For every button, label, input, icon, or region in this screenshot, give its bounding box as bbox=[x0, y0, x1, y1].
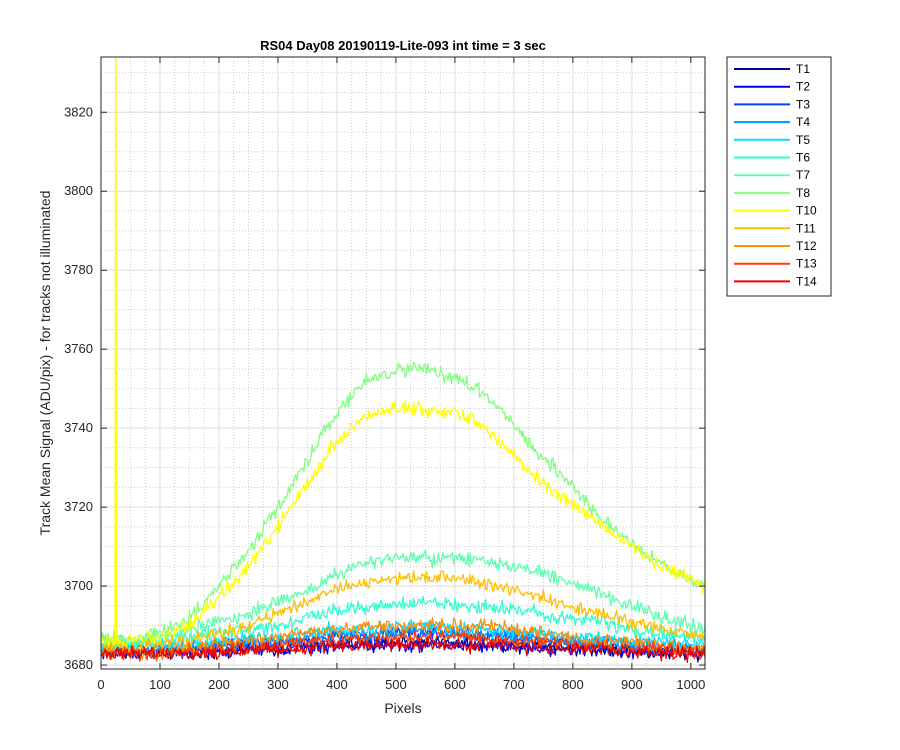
y-tick-label: 3720 bbox=[64, 499, 93, 514]
plot-area bbox=[101, 57, 705, 669]
legend-label-t4: T4 bbox=[796, 115, 810, 129]
y-tick-label: 3820 bbox=[64, 104, 93, 119]
legend-label-t11: T11 bbox=[796, 221, 816, 235]
legend-label-t7: T7 bbox=[796, 168, 810, 182]
legend-label-t12: T12 bbox=[796, 239, 817, 253]
x-tick-label: 700 bbox=[503, 677, 525, 692]
x-tick-label: 300 bbox=[267, 677, 289, 692]
legend: T1 T2 T3 T4 T5 T6 T7 T8 T10 T11 T12 T13 T14 bbox=[726, 56, 832, 297]
grid-lines bbox=[101, 57, 705, 669]
x-tick-label: 200 bbox=[208, 677, 230, 692]
y-tick-label: 3780 bbox=[64, 262, 93, 277]
x-tick-label: 900 bbox=[621, 677, 643, 692]
y-tick-label: 3800 bbox=[64, 183, 93, 198]
series-line-t8 bbox=[101, 361, 705, 648]
x-tick-label: 0 bbox=[97, 677, 104, 692]
series-lines bbox=[101, 57, 705, 663]
legend-label-t13: T13 bbox=[796, 257, 817, 271]
axis-ticks bbox=[100, 57, 705, 669]
series-line-t14 bbox=[101, 637, 705, 663]
series-line-t10 bbox=[101, 400, 705, 651]
y-tick-label: 3700 bbox=[64, 578, 93, 593]
series-line-t7 bbox=[101, 549, 705, 650]
legend-label-t2: T2 bbox=[796, 80, 810, 94]
legend-label-t10: T10 bbox=[796, 204, 817, 218]
x-tick-label: 400 bbox=[326, 677, 348, 692]
y-tick-label: 3740 bbox=[64, 420, 93, 435]
x-tick-label: 600 bbox=[444, 677, 466, 692]
plot-frame bbox=[100, 56, 706, 670]
y-tick-label: 3760 bbox=[64, 341, 93, 356]
x-tick-label: 100 bbox=[149, 677, 171, 692]
x-tick-labels: 0 100 200 300 400 500 600 700 800 900 1000 bbox=[97, 677, 705, 692]
series-line-t6 bbox=[101, 595, 705, 656]
legend-label-t1: T1 bbox=[796, 62, 810, 76]
legend-label-t5: T5 bbox=[796, 133, 810, 147]
spike-t10 bbox=[113, 57, 119, 642]
legend-box bbox=[726, 56, 832, 297]
y-tick-label: 3680 bbox=[64, 657, 93, 672]
x-tick-label: 800 bbox=[562, 677, 584, 692]
series-line-t11 bbox=[101, 570, 705, 655]
y-tick-labels: 3680 3700 3720 3740 3760 3780 3800 3820 bbox=[64, 104, 93, 672]
x-tick-label: 1000 bbox=[676, 677, 705, 692]
legend-entries: T1 T2 T3 T4 T5 T6 T7 T8 T10 T11 T12 T13 T14 bbox=[734, 62, 817, 288]
legend-label-t8: T8 bbox=[796, 186, 810, 200]
x-tick-label: 500 bbox=[385, 677, 407, 692]
chart-title: RS04 Day08 20190119-Lite-093 int time = … bbox=[260, 38, 546, 53]
legend-label-t6: T6 bbox=[796, 151, 810, 165]
legend-label-t3: T3 bbox=[796, 97, 810, 111]
legend-label-t14: T14 bbox=[796, 274, 817, 288]
x-axis-label: Pixels bbox=[384, 700, 421, 716]
y-axis-label: Track Mean Signal (ADU/pix) - for tracks… bbox=[37, 191, 53, 536]
